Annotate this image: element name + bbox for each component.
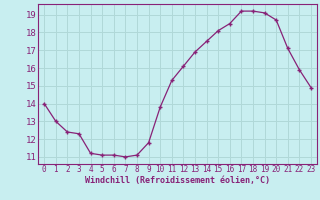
- X-axis label: Windchill (Refroidissement éolien,°C): Windchill (Refroidissement éolien,°C): [85, 176, 270, 185]
